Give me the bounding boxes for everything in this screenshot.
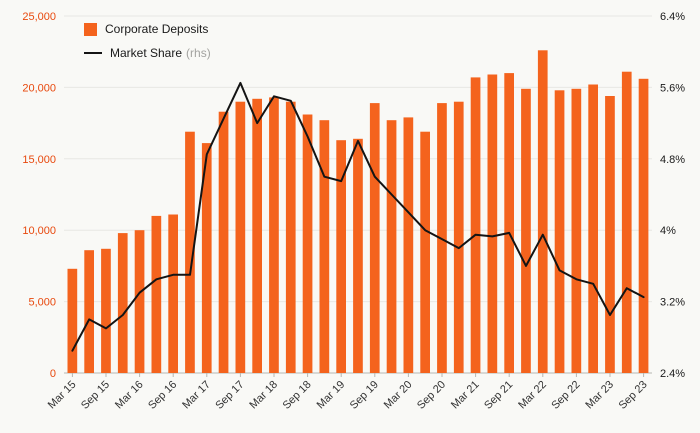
svg-text:Mar 21: Mar 21 [449,379,482,412]
svg-text:Sep 17: Sep 17 [213,379,246,412]
svg-text:10,000: 10,000 [22,225,56,237]
svg-text:3.2%: 3.2% [660,297,685,309]
svg-text:Mar 22: Mar 22 [516,379,549,412]
svg-text:5.6%: 5.6% [660,82,685,94]
svg-text:0: 0 [50,368,56,380]
legend-label-corporate-deposits: Corporate Deposits [105,22,209,36]
svg-text:Mar 15: Mar 15 [46,379,79,412]
svg-text:15,000: 15,000 [22,154,56,166]
svg-text:Sep 18: Sep 18 [281,379,314,412]
svg-text:6.4%: 6.4% [660,11,685,23]
svg-text:Mar 16: Mar 16 [113,379,146,412]
bar-series-swatch-icon [84,22,97,36]
chart-legend: Corporate Deposits Market Share (rhs) [84,22,211,60]
svg-text:4%: 4% [660,225,676,237]
svg-text:Sep 21: Sep 21 [482,379,515,412]
svg-text:2.4%: 2.4% [660,368,685,380]
legend-item-market-share: Market Share (rhs) [84,46,211,60]
svg-text:Sep 20: Sep 20 [415,379,448,412]
svg-text:Mar 17: Mar 17 [180,379,213,412]
svg-text:Sep 16: Sep 16 [146,379,179,412]
svg-text:Sep 15: Sep 15 [79,379,112,412]
svg-text:Sep 22: Sep 22 [549,379,582,412]
legend-rhs-note: (rhs) [186,46,211,60]
svg-text:Sep 23: Sep 23 [617,379,650,412]
svg-text:4.8%: 4.8% [660,154,685,166]
legend-item-corporate-deposits: Corporate Deposits [84,22,211,36]
svg-text:Mar 18: Mar 18 [247,379,280,412]
svg-text:Mar 23: Mar 23 [583,379,616,412]
line-series-swatch-icon [84,52,102,54]
svg-text:25,000: 25,000 [22,11,56,23]
legend-label-market-share: Market Share [110,46,183,60]
svg-text:Mar 20: Mar 20 [382,379,415,412]
svg-text:Sep 19: Sep 19 [348,379,381,412]
svg-text:20,000: 20,000 [22,82,56,94]
svg-text:5,000: 5,000 [28,297,56,309]
svg-text:Mar 19: Mar 19 [315,379,348,412]
